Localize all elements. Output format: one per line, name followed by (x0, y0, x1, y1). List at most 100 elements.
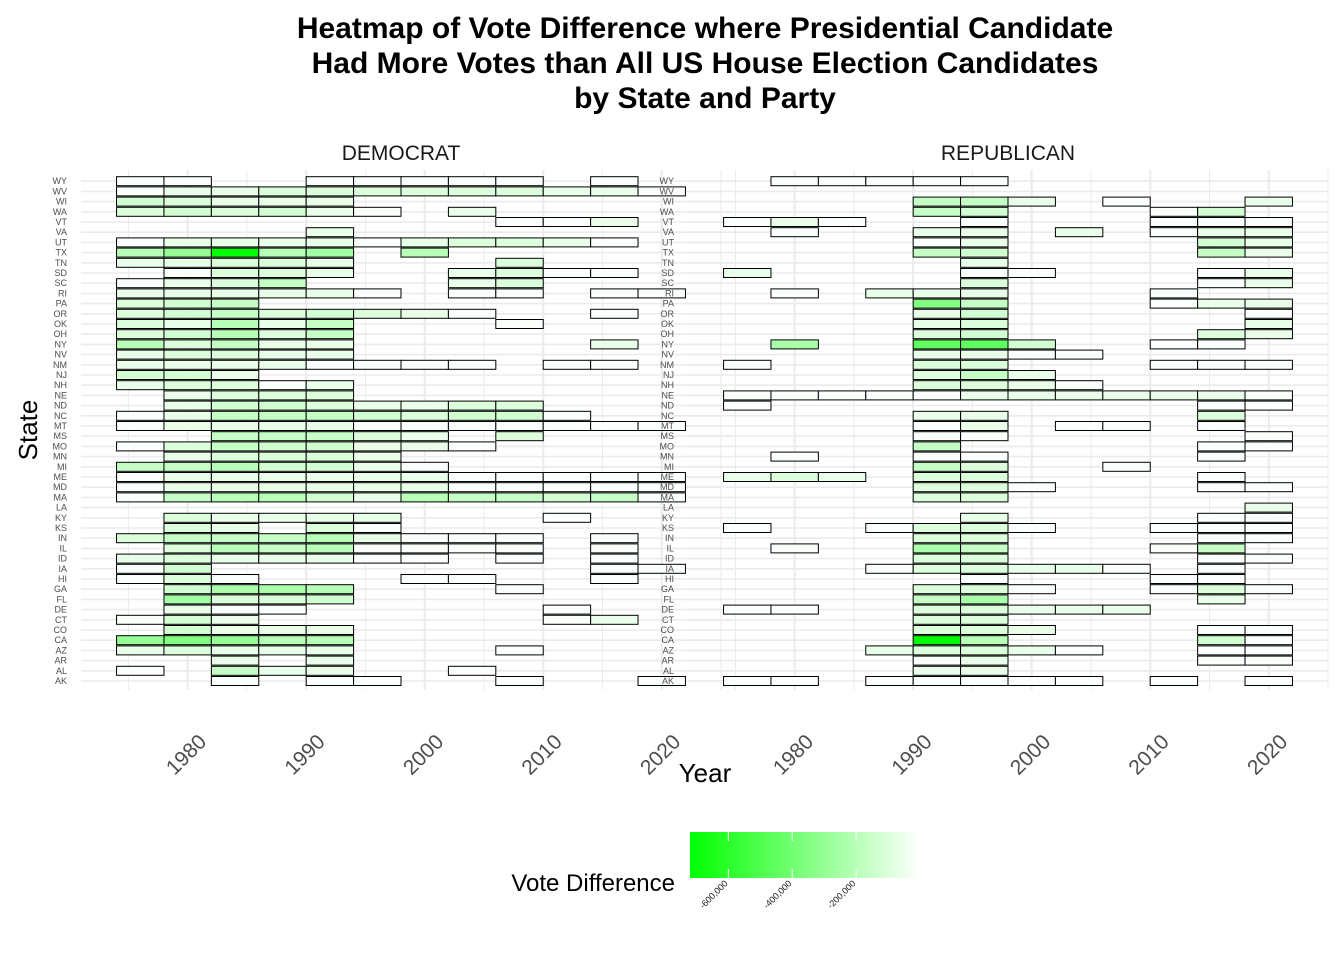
heatmap-tile (353, 237, 402, 248)
heatmap-tile (495, 288, 544, 299)
heatmap-tile (1054, 645, 1104, 656)
heatmap-tile (305, 206, 355, 217)
heatmap-tile (912, 563, 962, 574)
year-tick-label: 1990 (280, 730, 329, 779)
heatmap-tile (400, 421, 449, 431)
heatmap-tile (447, 665, 497, 676)
heatmap-tile (542, 482, 592, 493)
state-tick-label: HI (58, 574, 67, 584)
state-tick-label: TX (662, 248, 674, 258)
heatmap-tile (590, 614, 639, 625)
heatmap-tile (116, 635, 165, 646)
heatmap-tile (1197, 217, 1246, 227)
state-tick-label: MI (57, 462, 67, 472)
heatmap-tile (447, 492, 497, 503)
heatmap-tile (912, 329, 962, 340)
heatmap-tile (590, 359, 639, 370)
heatmap-tile (542, 217, 592, 227)
heatmap-tile (960, 237, 1009, 248)
heatmap-tile (590, 308, 639, 319)
state-tick-label: HI (665, 574, 674, 584)
heatmap-tile (163, 186, 212, 197)
heatmap-tile (960, 247, 1009, 258)
heatmap-tile (210, 512, 260, 523)
heatmap-tile (960, 492, 1009, 503)
heatmap-tile (305, 186, 355, 197)
heatmap-tile (163, 390, 212, 401)
heatmap-tile (305, 196, 355, 207)
heatmap-tile (1244, 298, 1293, 309)
heatmap-tile (447, 421, 497, 431)
heatmap-tile (400, 431, 449, 442)
heatmap-tile (210, 594, 260, 605)
title-line-3: by State and Party (574, 82, 836, 115)
heatmap-tile (912, 676, 962, 686)
heatmap-tile (912, 431, 962, 442)
heatmap-tile (353, 359, 402, 370)
heatmap-tile (258, 308, 307, 319)
heatmap-tile (305, 441, 355, 452)
heatmap-tile (495, 217, 544, 227)
heatmap-tile (637, 472, 686, 482)
state-tick-label: IN (665, 533, 674, 543)
heatmap-tile (210, 257, 260, 268)
heatmap-tile (258, 482, 307, 493)
heatmap-tile (163, 512, 212, 523)
heatmap-tile (400, 176, 449, 187)
heatmap-tile (400, 533, 449, 544)
state-tick-label: MD (53, 482, 67, 492)
heatmap-tile (590, 472, 639, 482)
heatmap-tile (1054, 349, 1104, 360)
legend-tick-label: -400,000 (761, 878, 793, 910)
heatmap-tile (447, 237, 497, 248)
heatmap-tile (353, 533, 402, 544)
heatmap-tile (447, 278, 497, 289)
year-tick-labels: 1980 1990 2000 2010 2020 (162, 730, 685, 779)
heatmap-tile (163, 237, 212, 248)
state-tick-labels: AKALARAZCACOCTDEFLGAHIIAIDILINKSKYLAMAMD… (660, 176, 675, 686)
heatmap-tile (495, 237, 544, 248)
state-tick-label: MO (53, 441, 68, 451)
heatmap-tile (1054, 421, 1104, 431)
heatmap-tile (400, 247, 449, 258)
heatmap-tile (495, 186, 544, 197)
heatmap-tile (116, 339, 165, 350)
heatmap-tile (960, 472, 1009, 482)
heatmap-tile (960, 553, 1009, 564)
heatmap-tile (163, 247, 212, 258)
heatmap-tile (258, 278, 307, 289)
facet-label: DEMOCRAT (342, 142, 461, 165)
state-tick-label: CT (662, 615, 674, 625)
heatmap-tile (912, 237, 962, 248)
heatmap-tile (116, 186, 165, 197)
heatmap-tile (210, 349, 260, 360)
heatmap-tile (912, 390, 962, 401)
state-tick-label: NJ (663, 370, 674, 380)
heatmap-tile (258, 543, 307, 554)
heatmap-tile (400, 492, 449, 503)
heatmap-tile (258, 410, 307, 421)
heatmap-tile (116, 553, 165, 564)
heatmap-tile (960, 339, 1009, 350)
state-tick-label: NV (661, 350, 674, 360)
heatmap-tile (770, 676, 819, 686)
heatmap-tiles (723, 176, 1293, 686)
heatmap-tile (1054, 227, 1104, 238)
heatmap-tile (305, 349, 355, 360)
heatmap-tile (258, 533, 307, 544)
state-tick-label: AL (663, 666, 674, 676)
heatmap-tile (960, 206, 1009, 217)
heatmap-tile (495, 584, 544, 595)
heatmap-tile (1149, 298, 1199, 309)
state-tick-label: ND (661, 401, 674, 411)
heatmap-tile (912, 594, 962, 605)
state-tick-label: MN (660, 452, 674, 462)
heatmap-tile (960, 523, 1009, 533)
state-tick-label: VA (663, 227, 674, 237)
heatmap-tile (770, 339, 819, 350)
state-tick-label: MA (661, 492, 675, 502)
heatmap-tile (163, 645, 212, 656)
heatmap-tile (1102, 563, 1151, 574)
heatmap-tile (912, 441, 962, 452)
